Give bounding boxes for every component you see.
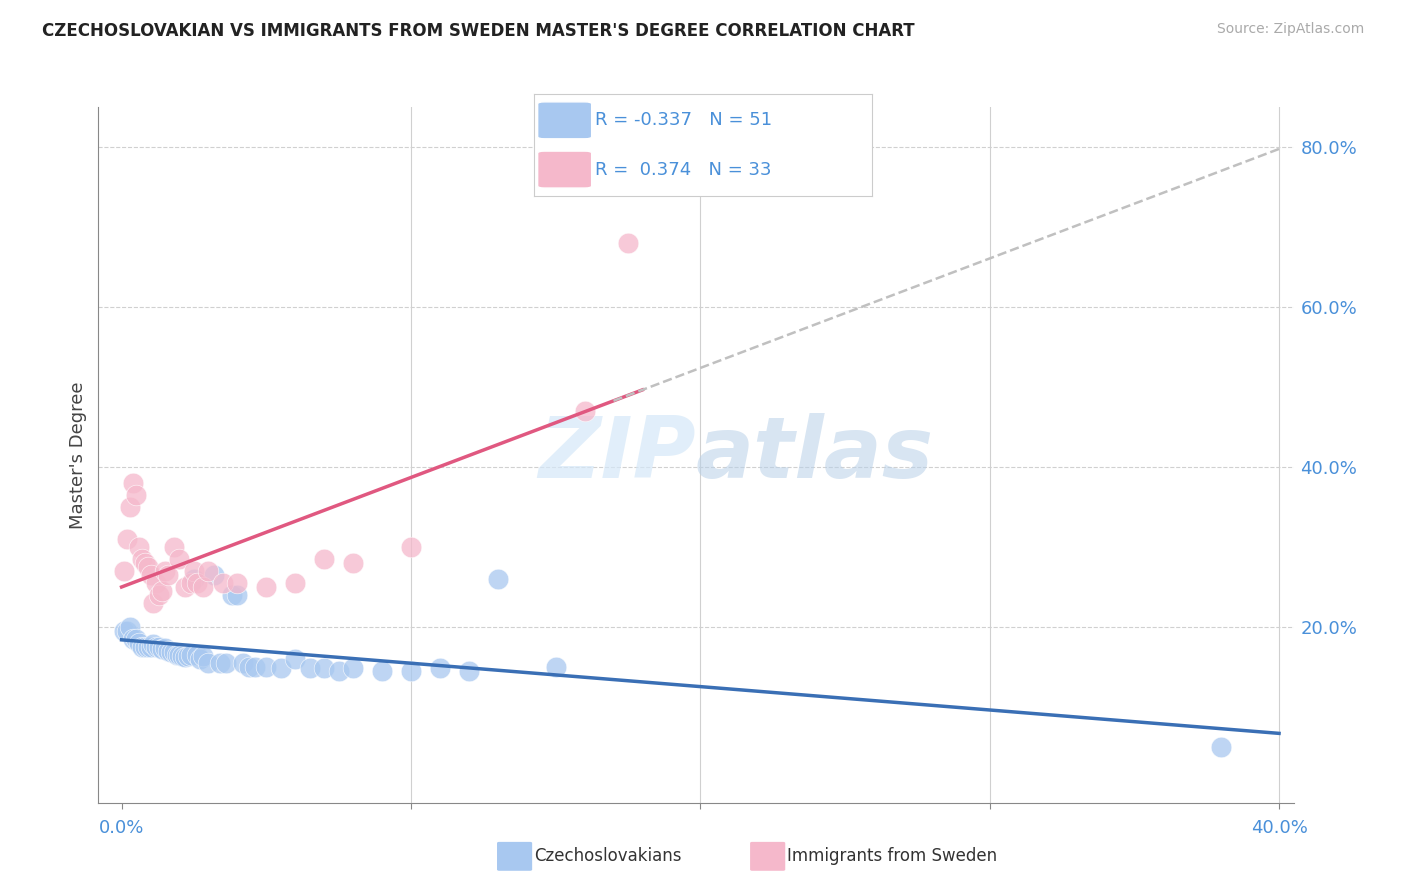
Point: [125, 632, 148, 646]
Point: [342, 556, 364, 570]
Point: [166, 648, 188, 662]
Point: [134, 556, 156, 570]
Point: [153, 641, 176, 656]
Point: [163, 645, 186, 659]
Point: [142, 637, 165, 651]
Point: [254, 660, 277, 674]
Point: [139, 640, 162, 654]
Point: [183, 564, 205, 578]
Point: [117, 532, 139, 546]
Point: [139, 567, 162, 582]
Point: [128, 540, 150, 554]
Point: [284, 652, 307, 666]
Point: [208, 656, 231, 670]
Point: [180, 575, 202, 590]
FancyBboxPatch shape: [537, 102, 592, 139]
Point: [122, 632, 145, 646]
Point: [174, 580, 197, 594]
Text: ZIP: ZIP: [538, 413, 696, 497]
Point: [617, 235, 640, 250]
Point: [314, 552, 336, 566]
Point: [399, 664, 422, 678]
Point: [574, 404, 596, 418]
Point: [215, 656, 238, 670]
Point: [131, 552, 153, 566]
Point: [197, 564, 219, 578]
Text: 0.0%: 0.0%: [98, 819, 145, 837]
Text: 40.0%: 40.0%: [1250, 819, 1308, 837]
Point: [131, 640, 153, 654]
Point: [114, 564, 136, 578]
Point: [211, 575, 233, 590]
Text: CZECHOSLOVAKIAN VS IMMIGRANTS FROM SWEDEN MASTER'S DEGREE CORRELATION CHART: CZECHOSLOVAKIAN VS IMMIGRANTS FROM SWEDE…: [42, 22, 915, 40]
Point: [145, 575, 167, 590]
Point: [238, 660, 260, 674]
Text: R =  0.374   N = 33: R = 0.374 N = 33: [595, 161, 772, 178]
Point: [117, 624, 139, 638]
Point: [191, 649, 214, 664]
Point: [399, 540, 422, 554]
Point: [232, 656, 254, 670]
Point: [342, 661, 364, 675]
Point: [156, 567, 179, 582]
Point: [169, 552, 191, 566]
Text: Source: ZipAtlas.com: Source: ZipAtlas.com: [1216, 22, 1364, 37]
Point: [328, 664, 350, 678]
Point: [1211, 739, 1233, 754]
Point: [172, 649, 194, 664]
Point: [457, 664, 479, 678]
Point: [136, 560, 159, 574]
Point: [159, 645, 181, 659]
Point: [148, 588, 170, 602]
Point: [153, 564, 176, 578]
Point: [156, 644, 179, 658]
Point: [254, 580, 277, 594]
Point: [148, 640, 170, 654]
Point: [122, 475, 145, 490]
Point: [186, 648, 208, 662]
Text: Immigrants from Sweden: Immigrants from Sweden: [787, 847, 997, 865]
Point: [163, 540, 186, 554]
Point: [120, 500, 142, 514]
Point: [226, 588, 249, 602]
Point: [429, 661, 451, 675]
Point: [128, 636, 150, 650]
Y-axis label: Master's Degree: Master's Degree: [69, 381, 87, 529]
Point: [174, 650, 197, 665]
Point: [191, 580, 214, 594]
Point: [197, 656, 219, 670]
Point: [226, 575, 249, 590]
Point: [114, 624, 136, 638]
Point: [150, 642, 173, 657]
Text: Czechoslovakians: Czechoslovakians: [534, 847, 682, 865]
Point: [486, 572, 509, 586]
Point: [125, 488, 148, 502]
Point: [142, 596, 165, 610]
FancyBboxPatch shape: [537, 151, 592, 188]
Point: [169, 648, 191, 662]
Point: [134, 640, 156, 654]
Point: [180, 648, 202, 662]
Point: [136, 640, 159, 654]
Point: [314, 661, 336, 675]
Point: [243, 660, 266, 674]
Text: atlas: atlas: [696, 413, 934, 497]
Text: R = -0.337   N = 51: R = -0.337 N = 51: [595, 112, 772, 129]
Point: [202, 567, 225, 582]
Point: [177, 649, 200, 664]
Point: [183, 572, 205, 586]
Point: [298, 661, 321, 675]
Point: [270, 661, 292, 675]
Point: [544, 660, 567, 674]
Point: [284, 575, 307, 590]
Point: [145, 640, 167, 654]
Point: [221, 588, 243, 602]
Point: [120, 620, 142, 634]
Point: [186, 575, 208, 590]
Point: [371, 664, 394, 678]
Point: [150, 583, 173, 598]
Point: [188, 652, 211, 666]
